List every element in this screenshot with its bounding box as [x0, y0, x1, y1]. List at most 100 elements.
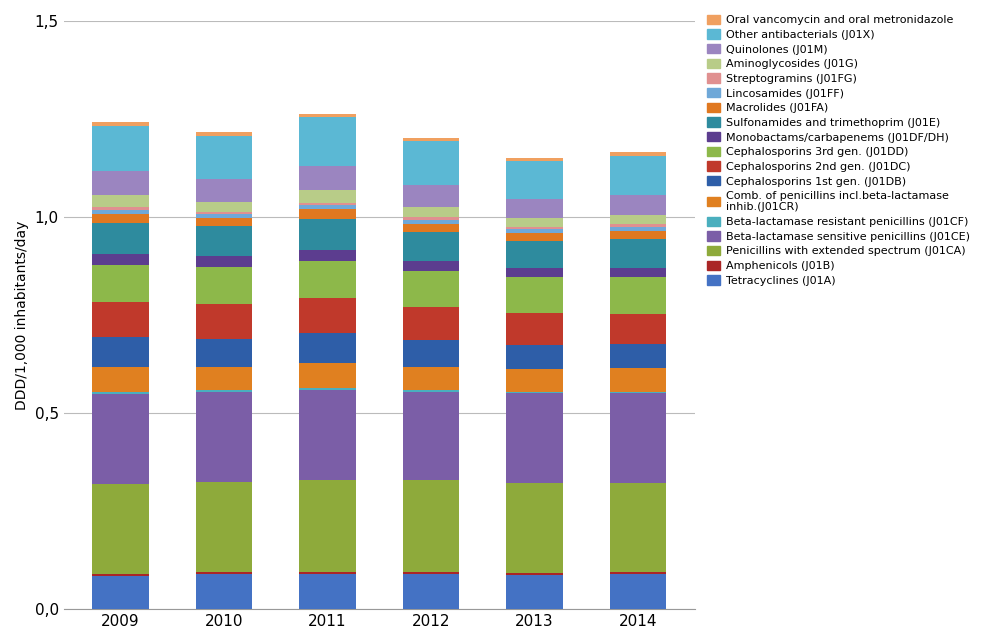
Bar: [92, 337, 149, 367]
Bar: [609, 151, 667, 156]
Bar: [402, 270, 459, 307]
Bar: [299, 220, 356, 250]
Bar: [299, 334, 356, 363]
Bar: [506, 241, 563, 268]
Bar: [506, 229, 563, 233]
Bar: [506, 345, 563, 369]
Bar: [402, 220, 459, 223]
Bar: [195, 267, 252, 304]
Bar: [402, 480, 459, 573]
Bar: [299, 250, 356, 261]
Bar: [506, 392, 563, 393]
Bar: [92, 209, 149, 214]
Bar: [92, 265, 149, 302]
Bar: [609, 392, 667, 393]
Bar: [402, 574, 459, 609]
Bar: [299, 388, 356, 390]
Bar: [195, 136, 252, 179]
Bar: [299, 574, 356, 609]
Bar: [506, 218, 563, 227]
Bar: [609, 314, 667, 344]
Bar: [609, 215, 667, 225]
Bar: [195, 212, 252, 214]
Bar: [92, 392, 149, 394]
Bar: [402, 573, 459, 574]
Bar: [402, 218, 459, 220]
Bar: [299, 209, 356, 220]
Bar: [506, 573, 563, 574]
Bar: [299, 363, 356, 388]
Bar: [195, 367, 252, 390]
Bar: [402, 142, 459, 184]
Bar: [195, 132, 252, 136]
Bar: [506, 574, 563, 609]
Bar: [506, 233, 563, 241]
Bar: [92, 254, 149, 265]
Bar: [299, 117, 356, 166]
Bar: [92, 122, 149, 126]
Bar: [609, 573, 667, 574]
Bar: [506, 393, 563, 483]
Bar: [506, 158, 563, 161]
Bar: [195, 304, 252, 339]
Bar: [402, 392, 459, 480]
Bar: [609, 231, 667, 240]
Bar: [609, 574, 667, 609]
Bar: [402, 390, 459, 392]
Bar: [506, 369, 563, 392]
Bar: [195, 339, 252, 367]
Bar: [609, 156, 667, 196]
Bar: [195, 256, 252, 267]
Bar: [506, 198, 563, 218]
Bar: [195, 218, 252, 227]
Bar: [92, 223, 149, 254]
Bar: [299, 114, 356, 117]
Y-axis label: DDD/1,000 inhabitants/day: DDD/1,000 inhabitants/day: [15, 220, 29, 410]
Bar: [506, 278, 563, 313]
Bar: [609, 196, 667, 215]
Bar: [506, 313, 563, 345]
Bar: [609, 240, 667, 268]
Bar: [92, 394, 149, 484]
Bar: [299, 390, 356, 480]
Bar: [92, 171, 149, 196]
Bar: [92, 207, 149, 209]
Bar: [609, 278, 667, 314]
Bar: [506, 227, 563, 229]
Bar: [299, 203, 356, 205]
Bar: [402, 261, 459, 270]
Bar: [92, 367, 149, 392]
Bar: [299, 166, 356, 191]
Bar: [609, 483, 667, 573]
Bar: [402, 184, 459, 207]
Bar: [92, 126, 149, 171]
Bar: [402, 223, 459, 232]
Bar: [92, 214, 149, 223]
Bar: [92, 196, 149, 207]
Bar: [299, 261, 356, 298]
Bar: [92, 302, 149, 337]
Bar: [402, 367, 459, 390]
Bar: [609, 227, 667, 231]
Bar: [195, 574, 252, 609]
Bar: [195, 227, 252, 256]
Bar: [299, 573, 356, 574]
Bar: [402, 307, 459, 340]
Bar: [195, 392, 252, 482]
Bar: [402, 340, 459, 367]
Bar: [299, 191, 356, 203]
Bar: [609, 268, 667, 278]
Legend: Oral vancomycin and oral metronidazole, Other antibacterials (J01X), Quinolones : Oral vancomycin and oral metronidazole, …: [707, 15, 969, 286]
Bar: [195, 214, 252, 218]
Bar: [92, 574, 149, 576]
Bar: [195, 179, 252, 202]
Bar: [299, 298, 356, 334]
Bar: [609, 225, 667, 227]
Bar: [506, 161, 563, 198]
Bar: [506, 483, 563, 573]
Bar: [92, 576, 149, 609]
Bar: [402, 207, 459, 218]
Bar: [92, 484, 149, 574]
Bar: [195, 573, 252, 574]
Bar: [402, 232, 459, 261]
